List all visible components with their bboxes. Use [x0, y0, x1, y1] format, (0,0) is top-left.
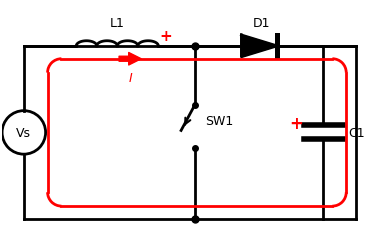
Text: L1: L1: [110, 17, 125, 30]
Text: I: I: [128, 71, 132, 84]
Text: +: +: [289, 114, 303, 132]
Polygon shape: [241, 36, 277, 58]
Text: SW1: SW1: [205, 114, 233, 128]
FancyArrowPatch shape: [119, 53, 141, 66]
Text: C1: C1: [348, 126, 365, 139]
Text: +: +: [159, 29, 172, 44]
FancyArrowPatch shape: [185, 118, 190, 126]
Text: D1: D1: [253, 17, 270, 30]
Text: Vs: Vs: [16, 126, 31, 139]
